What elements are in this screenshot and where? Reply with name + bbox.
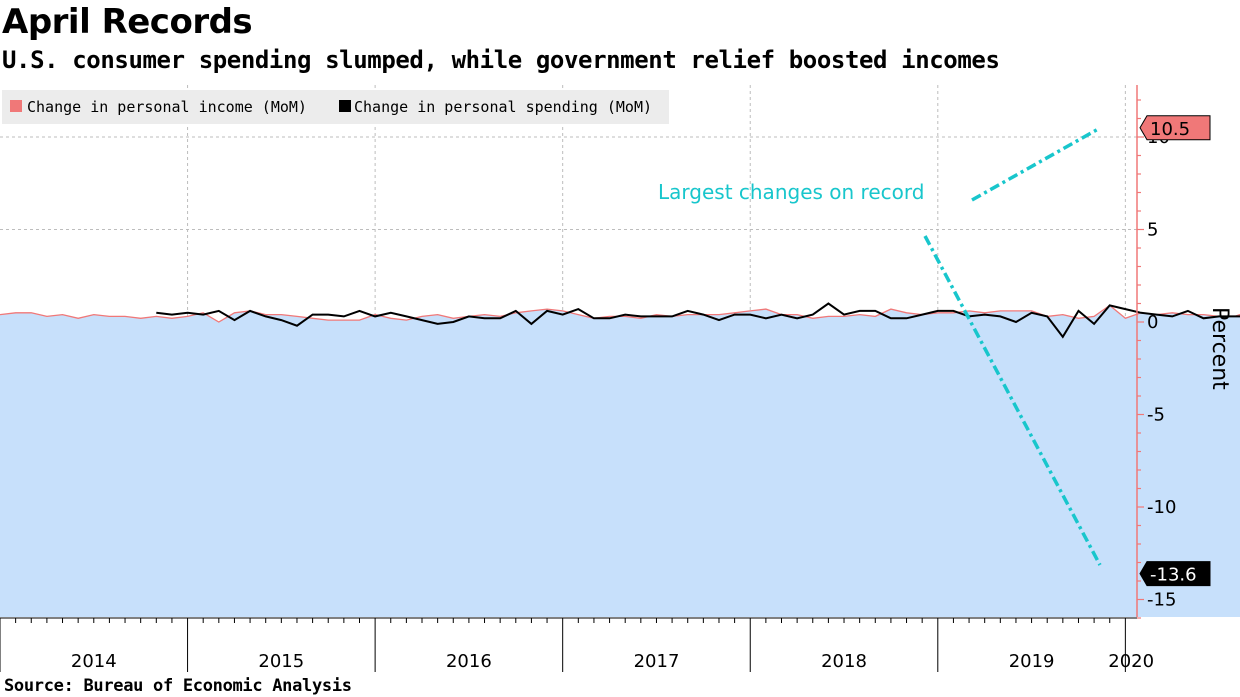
x-tick-label: 2016 — [446, 651, 492, 672]
source-note: Source: Bureau of Economic Analysis — [4, 676, 352, 696]
annotation-line-spending — [923, 235, 1102, 566]
x-tick-label: 2020 — [1108, 651, 1154, 672]
x-tick-label: 2019 — [1009, 651, 1055, 672]
legend-background — [2, 90, 669, 124]
spending-end-marker — [1139, 561, 1211, 587]
y-tick-label: -5 — [1147, 405, 1165, 426]
x-tick-label: 2017 — [634, 651, 680, 672]
income-end-marker — [1139, 115, 1211, 141]
legend-label-income: Change in personal income (MoM) — [27, 98, 307, 116]
legend-swatch-spending — [339, 100, 351, 112]
annotation-label: Largest changes on record — [658, 180, 924, 204]
x-tick-label: 2014 — [71, 651, 117, 672]
spending-end-label: -13.6 — [1150, 565, 1197, 586]
y-tick-label: 0 — [1147, 312, 1158, 333]
y-tick-label: -15 — [1147, 590, 1176, 611]
annotation-line-income — [971, 126, 1101, 202]
chart-title: April Records — [2, 2, 253, 42]
income-area — [0, 305, 1240, 617]
legend-swatch-income — [10, 100, 22, 112]
y-tick-label: 5 — [1147, 220, 1158, 241]
legend: Change in personal income (MoM) Change i… — [2, 90, 669, 124]
y-tick-label: -10 — [1147, 497, 1176, 518]
chart-subtitle: U.S. consumer spending slumped, while go… — [2, 46, 1000, 74]
income-end-label: 10.5 — [1150, 119, 1190, 140]
legend-label-spending: Change in personal spending (MoM) — [354, 98, 652, 116]
x-tick-label: 2018 — [821, 651, 867, 672]
y-axis-label: Percent — [1207, 307, 1232, 390]
spending-line — [156, 302, 1240, 339]
x-tick-label: 2015 — [258, 651, 304, 672]
